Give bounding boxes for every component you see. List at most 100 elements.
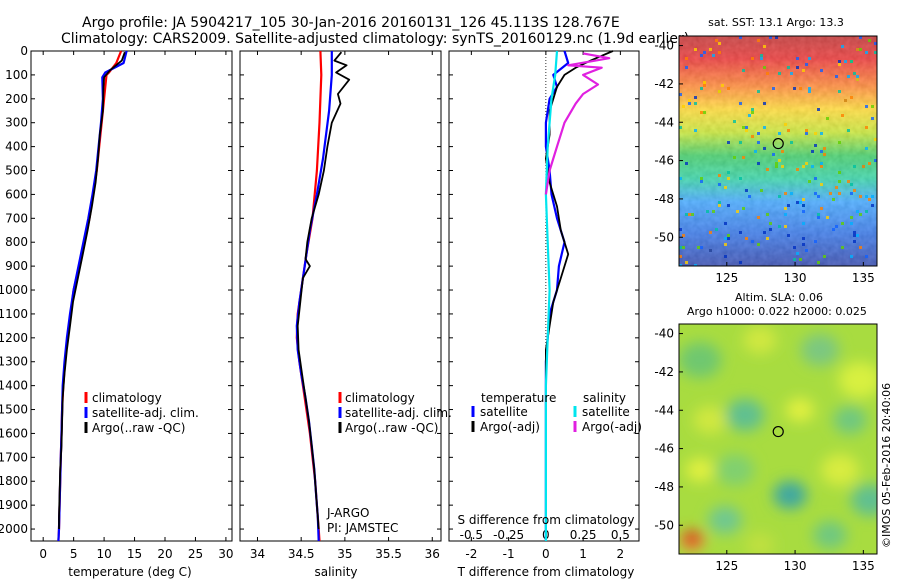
sst-pixel bbox=[727, 204, 730, 207]
copyright-note: ©IMOS 05-Feb-2016 20:40:06 bbox=[880, 383, 893, 548]
y-tick-label: 1300 bbox=[0, 355, 28, 369]
sst-pixel bbox=[679, 264, 682, 266]
legend-label-climatology: climatology bbox=[92, 391, 162, 405]
sst-pixel bbox=[850, 192, 853, 195]
sst-pixel bbox=[799, 87, 802, 90]
sst-pixel bbox=[802, 198, 805, 201]
sst-pixel bbox=[718, 51, 721, 54]
sst-pixel bbox=[841, 45, 844, 48]
x-tick-label: 10 bbox=[96, 547, 111, 561]
sst-pixel bbox=[709, 231, 712, 234]
sst-pixel bbox=[751, 240, 754, 243]
sst-pixel bbox=[775, 165, 778, 168]
float-pi: PI: JAMSTEC bbox=[327, 521, 398, 535]
map-x-tick-label: 135 bbox=[852, 271, 875, 285]
sst-pixel bbox=[844, 99, 847, 102]
sst-pixel bbox=[694, 96, 697, 99]
sst-pixel bbox=[739, 36, 742, 39]
sst-pixel bbox=[850, 216, 853, 219]
sla-blob bbox=[715, 454, 755, 486]
sst-pixel bbox=[700, 180, 703, 183]
y-tick-label: 1800 bbox=[0, 474, 28, 488]
sst-pixel bbox=[700, 177, 703, 180]
sst-pixel bbox=[814, 144, 817, 147]
sst-pixel bbox=[700, 87, 703, 90]
sla-map: Altim. SLA: 0.06 Argo h1000: 0.022 h2000… bbox=[654, 291, 878, 573]
temperature-chart: 0100200300400500600700800900100011001200… bbox=[0, 44, 234, 561]
sst-pixel bbox=[784, 192, 787, 195]
difference-panel-frame bbox=[448, 50, 640, 542]
salinity-panel-frame bbox=[239, 50, 442, 542]
s-tick-label: -0.25 bbox=[493, 528, 524, 542]
sst-pixel bbox=[868, 198, 871, 201]
sst-pixel bbox=[733, 120, 736, 123]
sst-pixel bbox=[787, 204, 790, 207]
y-tick-label: 400 bbox=[5, 140, 28, 154]
sst-pixel bbox=[688, 102, 691, 105]
y-tick-label: 800 bbox=[5, 235, 28, 249]
sst-pixel bbox=[865, 210, 868, 213]
x-tick-label: 34 bbox=[250, 547, 265, 561]
sst-pixel bbox=[838, 180, 841, 183]
map-y-tick-label: -40 bbox=[654, 327, 674, 341]
sst-pixel bbox=[757, 90, 760, 93]
sst-pixel bbox=[790, 192, 793, 195]
sst-pixel bbox=[814, 177, 817, 180]
sst-pixel bbox=[739, 102, 742, 105]
map-x-tick-label: 130 bbox=[784, 271, 807, 285]
sst-noise bbox=[679, 36, 877, 266]
sst-pixel bbox=[766, 213, 769, 216]
sla-blob bbox=[708, 506, 742, 534]
sst-pixel bbox=[763, 231, 766, 234]
sst-pixel bbox=[811, 150, 814, 153]
sst-pixel bbox=[802, 204, 805, 207]
sst-pixel bbox=[766, 72, 769, 75]
legend-label-satellite: satellite-adj. clim. bbox=[345, 406, 452, 420]
sst-pixel bbox=[694, 264, 697, 266]
sst-pixel bbox=[787, 66, 790, 69]
sst-pixel bbox=[847, 129, 850, 132]
sla-blob bbox=[743, 326, 777, 354]
sst-map-axes: 125 130 135 -40 -42 -44 -46 -48 -50 bbox=[654, 39, 874, 285]
y-tick-label: 1500 bbox=[0, 403, 28, 417]
sst-pixel bbox=[745, 129, 748, 132]
sst-pixel bbox=[700, 54, 703, 57]
sst-pixel bbox=[799, 201, 802, 204]
y-tick-label: 100 bbox=[5, 68, 28, 82]
sst-pixel bbox=[796, 201, 799, 204]
sst-pixel bbox=[853, 189, 856, 192]
sla-blob bbox=[725, 399, 765, 431]
sla-blob bbox=[820, 454, 860, 486]
sst-pixel bbox=[706, 210, 709, 213]
sla-blob bbox=[693, 406, 727, 434]
s-tick-label: 0.5 bbox=[611, 528, 630, 542]
sst-pixel bbox=[874, 51, 877, 54]
sst-pixel bbox=[694, 102, 697, 105]
x-tick-label: 35.5 bbox=[375, 547, 402, 561]
difference-xlabel-t: T difference from climatology bbox=[457, 565, 635, 579]
sst-pixel bbox=[823, 255, 826, 258]
map-y-tick-label: -50 bbox=[654, 230, 674, 244]
y-tick-label: 900 bbox=[5, 259, 28, 273]
sst-pixel bbox=[718, 201, 721, 204]
legend-label-s-satellite: satellite bbox=[582, 405, 630, 419]
sla-blob bbox=[745, 533, 775, 554]
series-argo-raw-qc- bbox=[296, 51, 351, 530]
sla-blob bbox=[813, 521, 847, 549]
sst-pixel bbox=[865, 126, 868, 129]
sst-pixel bbox=[694, 129, 697, 132]
sst-pixel bbox=[847, 180, 850, 183]
sst-pixel bbox=[733, 156, 736, 159]
sla-blob bbox=[773, 481, 807, 509]
sst-pixel bbox=[727, 171, 730, 174]
sst-pixel bbox=[691, 213, 694, 216]
sst-pixel bbox=[859, 213, 862, 216]
sst-pixel bbox=[820, 132, 823, 135]
sst-pixel bbox=[865, 255, 868, 258]
x-tick-label: -1 bbox=[503, 547, 515, 561]
legend-label-argo: Argo(..raw -QC) bbox=[92, 421, 185, 435]
sst-pixel bbox=[796, 57, 799, 60]
sst-pixel bbox=[685, 57, 688, 60]
sst-pixel bbox=[811, 165, 814, 168]
sst-pixel bbox=[814, 240, 817, 243]
